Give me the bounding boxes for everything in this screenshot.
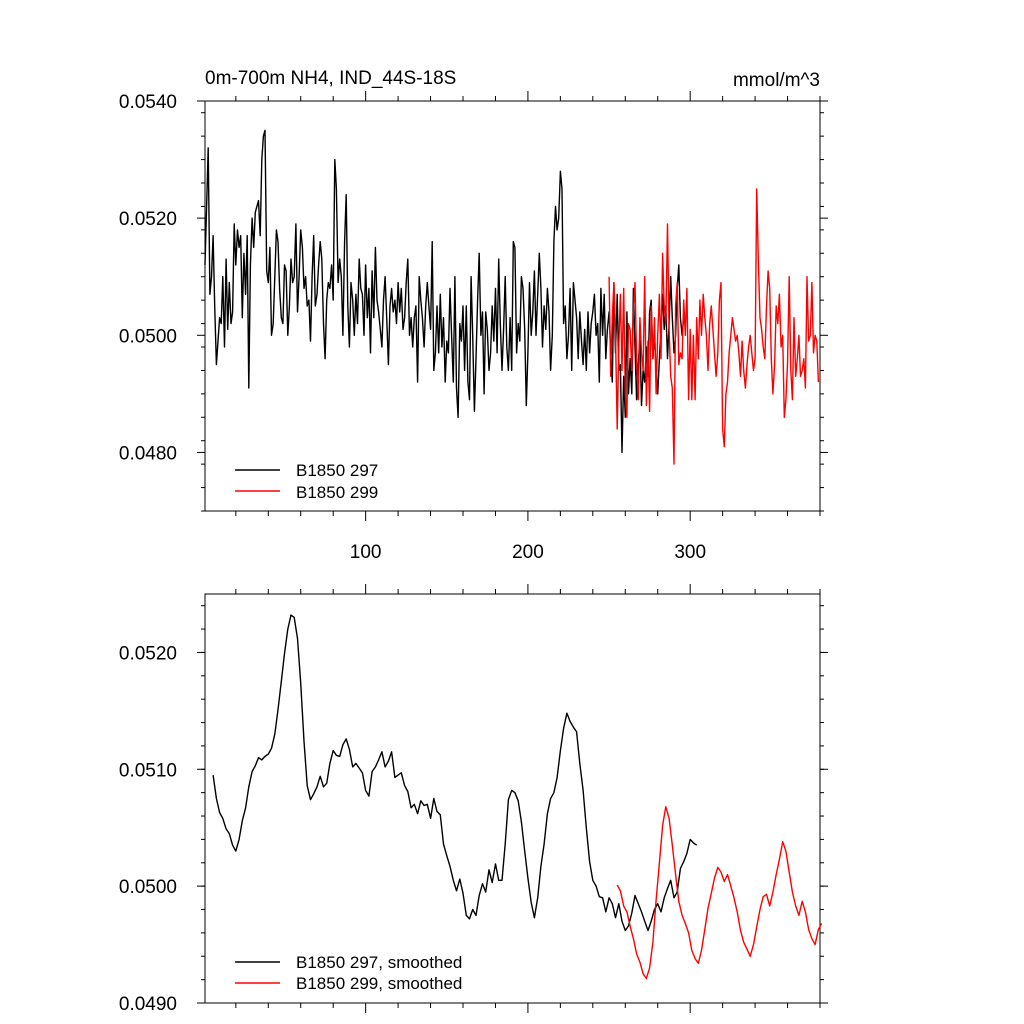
top-title-right: mmol/m^3 — [733, 70, 820, 91]
top-xtick-label: 100 — [350, 542, 382, 563]
top-panel: 0m-700m NH4, IND_44S-18S mmol/m^3 0.0540… — [119, 68, 828, 563]
bottom-ytick-label: 0.0520 — [119, 643, 177, 664]
bottom-plot-frame — [204, 593, 821, 1004]
top-ytick-label: 0.0540 — [119, 92, 177, 113]
top-title-left: 0m-700m NH4, IND_44S-18S — [205, 68, 456, 89]
top-series-line-299 — [608, 188, 820, 465]
top-xtick-label: 300 — [674, 542, 706, 563]
bottom-legend: B1850 297, smoothed B1850 299, smoothed — [235, 953, 462, 993]
top-series-line-297 — [204, 129, 685, 454]
bottom-series — [212, 614, 823, 980]
legend-label-299-smoothed: B1850 299, smoothed — [296, 974, 462, 993]
top-legend: B1850 297 B1850 299 — [235, 461, 378, 502]
top-ticks: 0.0540 0.0520 0.0500 0.0480 100 200 300 — [119, 91, 828, 563]
bottom-ytick-label: 0.0500 — [119, 877, 177, 898]
top-ytick-label: 0.0500 — [119, 326, 177, 347]
legend-label-297-smoothed: B1850 297, smoothed — [296, 953, 462, 972]
top-plot-frame — [204, 100, 821, 512]
bottom-series-line-299 — [616, 806, 823, 980]
top-xtick-label: 200 — [512, 542, 544, 563]
top-ytick-label: 0.0480 — [119, 443, 177, 464]
bottom-ticks: 0.0520 0.0510 0.0500 0.0490 — [119, 584, 828, 1015]
top-ytick-label: 0.0520 — [119, 209, 177, 230]
bottom-series-line-297 — [212, 614, 698, 932]
top-series — [204, 129, 820, 465]
legend-label-297: B1850 297 — [296, 461, 378, 480]
legend-label-299: B1850 299 — [296, 483, 378, 502]
bottom-ytick-label: 0.0510 — [119, 760, 177, 781]
bottom-panel: 0.0520 0.0510 0.0500 0.0490 B1850 297, smoo… — [119, 584, 828, 1015]
bottom-ytick-label: 0.0490 — [119, 994, 177, 1015]
